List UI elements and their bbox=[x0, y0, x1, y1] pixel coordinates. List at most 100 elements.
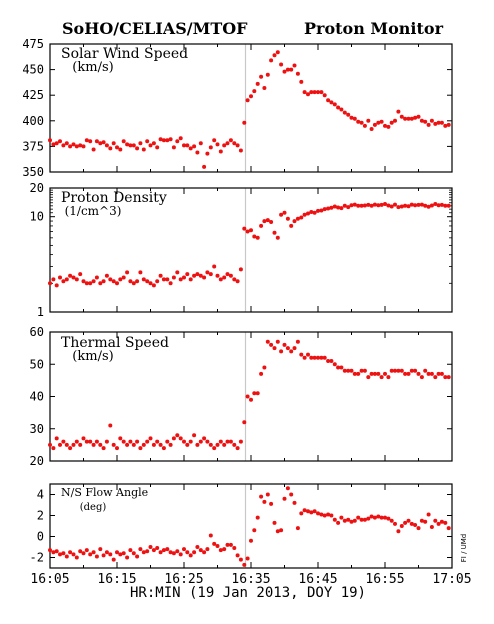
data-point bbox=[222, 547, 227, 552]
data-point bbox=[205, 151, 210, 156]
data-point bbox=[232, 546, 237, 550]
header-left-title: SoHO/CELIAS/MTOF bbox=[62, 19, 248, 38]
data-point bbox=[238, 439, 243, 444]
y-tick-label: 20 bbox=[30, 181, 44, 195]
data-point bbox=[399, 114, 404, 119]
data-point bbox=[168, 281, 173, 286]
data-point bbox=[329, 513, 334, 518]
data-point bbox=[108, 277, 113, 282]
data-point bbox=[151, 283, 156, 288]
data-point bbox=[151, 442, 156, 447]
data-point bbox=[58, 139, 62, 144]
data-point bbox=[91, 442, 96, 447]
data-point bbox=[192, 273, 197, 278]
data-point bbox=[155, 439, 160, 444]
data-point bbox=[279, 212, 284, 217]
data-point bbox=[161, 138, 166, 143]
data-point bbox=[155, 279, 160, 284]
data-point bbox=[419, 118, 424, 123]
data-point bbox=[413, 523, 418, 527]
data-point bbox=[282, 496, 287, 501]
data-point bbox=[383, 515, 387, 520]
data-point bbox=[332, 102, 337, 107]
data-point bbox=[168, 137, 173, 142]
data-point bbox=[175, 139, 180, 144]
data-point bbox=[386, 516, 391, 521]
data-point bbox=[101, 140, 106, 145]
data-point bbox=[362, 123, 367, 128]
data-point bbox=[302, 212, 307, 217]
data-point bbox=[319, 512, 324, 517]
data-point bbox=[58, 442, 62, 447]
data-point bbox=[433, 518, 438, 523]
data-point bbox=[98, 547, 103, 552]
data-point bbox=[309, 90, 314, 95]
data-point bbox=[192, 550, 197, 555]
data-point bbox=[135, 279, 140, 284]
data-point bbox=[125, 442, 130, 447]
data-point bbox=[131, 442, 136, 447]
data-point bbox=[245, 98, 250, 103]
data-point bbox=[292, 219, 297, 224]
data-point bbox=[161, 548, 166, 553]
data-point bbox=[446, 122, 451, 127]
data-point bbox=[61, 551, 66, 556]
data-point bbox=[218, 149, 223, 154]
data-point bbox=[218, 277, 223, 282]
data-point bbox=[426, 512, 431, 517]
data-point bbox=[289, 223, 294, 228]
data-point bbox=[362, 368, 367, 373]
data-point bbox=[111, 557, 116, 562]
data-point bbox=[336, 520, 341, 525]
data-point bbox=[306, 352, 310, 357]
data-point bbox=[54, 141, 59, 146]
data-point bbox=[322, 93, 327, 98]
data-point bbox=[302, 355, 307, 360]
data-point bbox=[115, 281, 119, 286]
data-point bbox=[145, 549, 150, 554]
data-point bbox=[265, 492, 270, 497]
data-point bbox=[429, 371, 434, 376]
panel-2: 1 10 20 Proton Density(1/cm^3) bbox=[30, 181, 453, 319]
data-point bbox=[165, 439, 170, 444]
data-point bbox=[225, 439, 230, 444]
data-point bbox=[372, 202, 377, 207]
data-point bbox=[352, 116, 357, 121]
data-point bbox=[433, 202, 438, 206]
data-point bbox=[98, 141, 103, 146]
data-point bbox=[346, 517, 351, 522]
data-point bbox=[94, 139, 99, 144]
data-point bbox=[84, 281, 89, 286]
data-point bbox=[118, 277, 123, 282]
x-axis-label: HR:MIN (19 Jan 2013, DOY 19) bbox=[130, 585, 366, 601]
data-point bbox=[165, 138, 170, 143]
data-point bbox=[141, 277, 146, 282]
data-point bbox=[406, 204, 411, 209]
data-point bbox=[366, 202, 371, 207]
data-point bbox=[295, 71, 300, 76]
data-point bbox=[141, 550, 146, 555]
data-point bbox=[346, 112, 351, 117]
data-point bbox=[249, 538, 253, 543]
data-point bbox=[61, 143, 66, 148]
y-tick-label: 4 bbox=[37, 488, 44, 502]
data-point bbox=[339, 206, 344, 211]
data-point bbox=[446, 375, 451, 380]
data-point bbox=[403, 371, 408, 376]
data-point bbox=[222, 275, 227, 280]
data-point bbox=[171, 275, 176, 280]
data-point bbox=[218, 439, 223, 444]
data-point bbox=[342, 203, 347, 208]
data-point bbox=[195, 545, 200, 549]
data-point bbox=[48, 548, 52, 553]
data-point bbox=[212, 264, 217, 269]
data-point bbox=[131, 551, 136, 556]
data-point bbox=[326, 206, 331, 211]
data-point bbox=[312, 509, 317, 514]
data-point bbox=[84, 548, 89, 553]
data-point bbox=[215, 273, 220, 278]
data-point bbox=[212, 446, 217, 451]
data-point bbox=[68, 144, 73, 149]
data-point bbox=[436, 203, 441, 208]
y-tick-label: 10 bbox=[30, 210, 44, 224]
